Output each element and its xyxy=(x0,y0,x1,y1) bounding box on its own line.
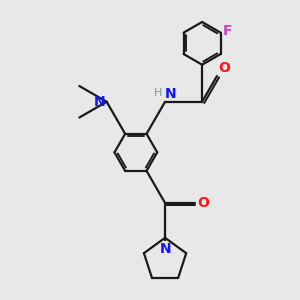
Text: N: N xyxy=(159,242,171,256)
Text: F: F xyxy=(223,24,232,38)
Text: O: O xyxy=(197,196,208,209)
Text: O: O xyxy=(219,61,230,75)
Text: N: N xyxy=(94,95,106,109)
Text: H: H xyxy=(153,88,162,98)
Text: N: N xyxy=(165,86,176,100)
